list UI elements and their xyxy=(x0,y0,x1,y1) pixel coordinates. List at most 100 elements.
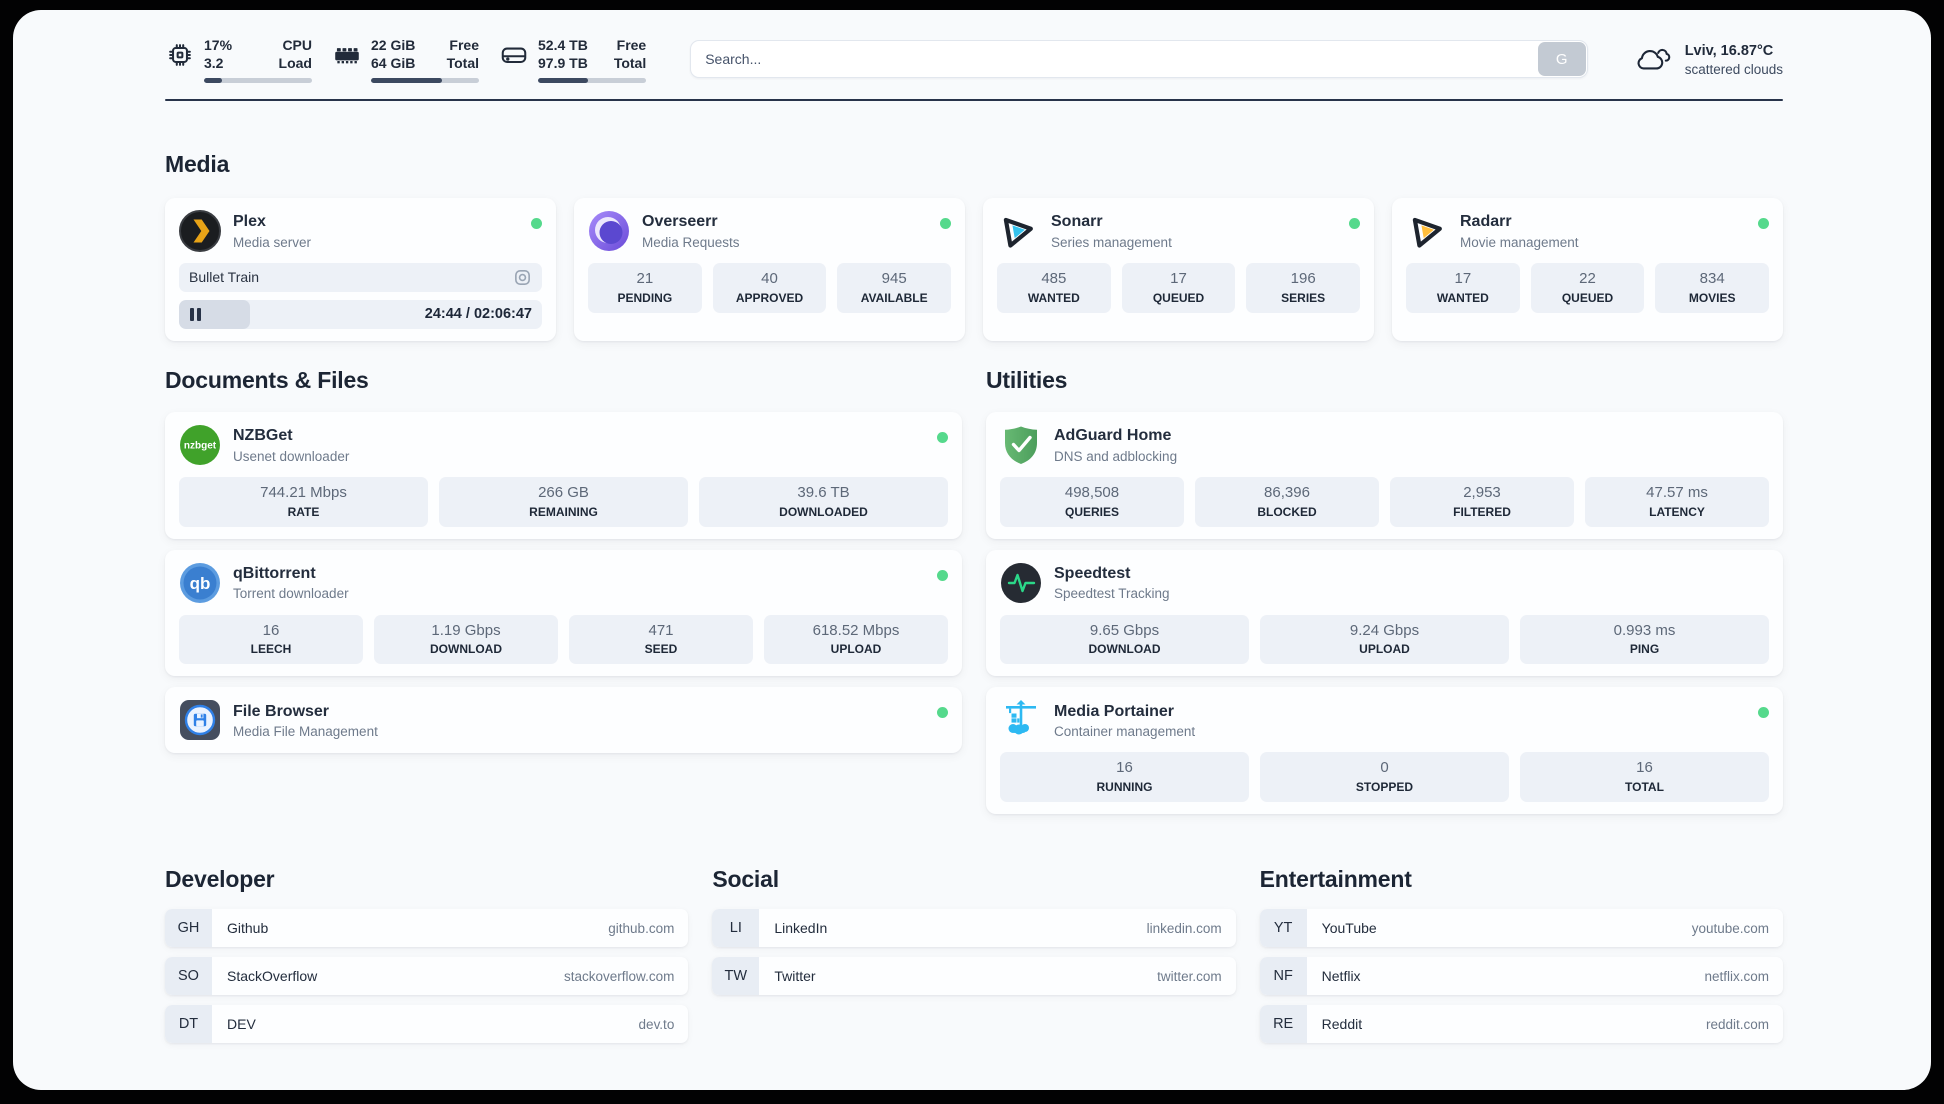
service-card-radarr[interactable]: Radarr Movie management 17 WANTED 22 QUE… xyxy=(1392,197,1783,341)
svg-text:qb: qb xyxy=(190,574,211,593)
disk-progress-fill xyxy=(538,77,588,83)
stat-label: FILTERED xyxy=(1453,504,1511,519)
service-card-portainer[interactable]: Media Portainer Container management 16 … xyxy=(986,687,1783,815)
stat-label: DOWNLOAD xyxy=(430,642,502,657)
memory-progressbar xyxy=(371,77,479,83)
stat-value: 16 xyxy=(1636,759,1653,777)
stat-label: DOWNLOAD xyxy=(1088,642,1161,657)
stat-box: 16 TOTAL xyxy=(1520,752,1769,803)
pause-icon[interactable] xyxy=(190,307,201,321)
service-card-overseerr[interactable]: Overseerr Media Requests 21 PENDING 40 A… xyxy=(574,197,965,341)
stat-box: 1.19 Gbps DOWNLOAD xyxy=(374,614,558,665)
bookmark-abbr: RE xyxy=(1259,1005,1307,1044)
video-icon xyxy=(513,268,532,287)
memory-total-value: 64 GiB xyxy=(371,55,416,72)
stat-box: 47.57 ms LATENCY xyxy=(1585,476,1769,527)
bookmark-name: LinkedIn xyxy=(774,920,828,937)
stat-box: 22 QUEUED xyxy=(1530,262,1645,313)
search-engine-button[interactable]: G xyxy=(1537,42,1586,77)
stat-label: AVAILABLE xyxy=(860,290,928,305)
social-column: Social LI LinkedIn linkedin.com TW Twitt… xyxy=(712,866,1236,1043)
bookmark-youtube[interactable]: YT YouTube youtube.com xyxy=(1259,909,1783,948)
bookmark-reddit[interactable]: RE Reddit reddit.com xyxy=(1259,1005,1783,1044)
stat-label: RATE xyxy=(287,504,320,519)
service-card-filebrowser[interactable]: File Browser Media File Management xyxy=(165,687,962,754)
service-description: Container management xyxy=(1054,724,1196,740)
disk-icon xyxy=(501,47,527,63)
bookmark-stackoverflow[interactable]: SO StackOverflow stackoverflow.com xyxy=(165,957,689,996)
documents-column: Documents & Files nzbget NZBGet Usenet d… xyxy=(165,367,962,814)
service-name: Sonarr xyxy=(1051,213,1103,231)
search-input[interactable] xyxy=(690,40,1588,79)
playback-progressbar[interactable]: 24:44 / 02:06:47 xyxy=(179,299,542,329)
bookmark-netflix[interactable]: NF Netflix netflix.com xyxy=(1259,957,1783,996)
service-name: Speedtest xyxy=(1054,565,1131,583)
section-title-social: Social xyxy=(712,866,779,893)
header-divider xyxy=(165,98,1783,101)
service-name: File Browser xyxy=(233,702,330,720)
stat-label: PING xyxy=(1629,642,1660,657)
top-bar: 17% 3.2 CPU Load xyxy=(165,36,1783,83)
stat-value: 17 xyxy=(1170,269,1187,287)
stat-value: 266 GB xyxy=(538,483,589,501)
weather-location-temp: Lviv, 16.87°C xyxy=(1684,43,1774,60)
stat-value: 0 xyxy=(1380,759,1389,777)
bookmark-dev[interactable]: DT DEV dev.to xyxy=(165,1005,689,1044)
stat-value: 40 xyxy=(761,269,778,287)
section-title-utilities: Utilities xyxy=(986,366,1068,393)
stat-label: WANTED xyxy=(1436,290,1489,305)
stat-label: UPLOAD xyxy=(1359,642,1410,657)
bookmark-github[interactable]: GH Github github.com xyxy=(165,909,689,948)
status-dot xyxy=(937,431,948,443)
cpu-progress-fill xyxy=(204,77,223,83)
stat-label: QUERIES xyxy=(1064,504,1119,519)
stat-label: PENDING xyxy=(617,290,673,305)
service-description: Movie management xyxy=(1460,234,1579,250)
load-label: Load xyxy=(278,55,312,72)
bookmark-linkedin[interactable]: LI LinkedIn linkedin.com xyxy=(712,909,1236,948)
service-card-sonarr[interactable]: Sonarr Series management 485 WANTED 17 Q… xyxy=(983,197,1374,341)
stat-box: 2,953 FILTERED xyxy=(1390,476,1574,527)
adguard-icon xyxy=(1005,426,1037,464)
stat-box: 39.6 TB DOWNLOADED xyxy=(699,476,948,527)
bookmark-abbr: DT xyxy=(165,1005,212,1044)
stat-value: 498,508 xyxy=(1064,483,1120,501)
section-title-developer: Developer xyxy=(165,866,275,893)
bookmark-abbr: LI xyxy=(712,909,760,948)
status-dot xyxy=(531,217,542,229)
memory-free-value: 22 GiB xyxy=(371,37,416,53)
stat-box: 16 LEECH xyxy=(179,614,363,665)
service-card-qbittorrent[interactable]: qb qBittorrent Torrent downloader 16 LEE… xyxy=(165,549,962,677)
stat-value: 834 xyxy=(1699,269,1725,287)
stat-label: STOPPED xyxy=(1355,780,1414,795)
cpu-icon xyxy=(169,44,191,66)
entertainment-column: Entertainment YT YouTube youtube.com NF … xyxy=(1259,866,1783,1044)
service-description: Media server xyxy=(233,234,312,250)
bookmark-abbr: TW xyxy=(712,957,760,996)
stat-value: 9.24 Gbps xyxy=(1349,621,1420,639)
search-bar: G xyxy=(690,40,1588,79)
stat-value: 22 xyxy=(1579,269,1596,287)
cpu-load-value: 3.2 xyxy=(204,55,224,72)
service-card-nzbget[interactable]: nzbget NZBGet Usenet downloader 744.21 M… xyxy=(165,411,962,539)
bookmark-name: Reddit xyxy=(1321,1016,1363,1033)
status-dot xyxy=(1758,707,1769,719)
stat-label: QUEUED xyxy=(1152,290,1205,305)
stat-box: 618.52 Mbps UPLOAD xyxy=(764,614,948,665)
service-name: Plex xyxy=(233,213,266,231)
overseerr-icon xyxy=(589,210,629,251)
utilities-column: Utilities AdGuard Home DNS and adb xyxy=(986,366,1783,815)
section-title-entertainment: Entertainment xyxy=(1259,866,1412,893)
stat-value: 2,953 xyxy=(1463,483,1501,501)
service-card-speedtest[interactable]: Speedtest Speedtest Tracking 9.65 Gbps D… xyxy=(986,549,1783,677)
stat-label: RUNNING xyxy=(1096,780,1153,795)
service-description: Usenet downloader xyxy=(233,448,350,464)
service-description: Series management xyxy=(1051,234,1172,250)
stat-box: 945 AVAILABLE xyxy=(837,262,952,313)
bookmark-domain: reddit.com xyxy=(1705,1016,1769,1032)
stat-box: 40 APPROVED xyxy=(712,262,827,313)
stat-label: TOTAL xyxy=(1625,780,1664,795)
bookmark-twitter[interactable]: TW Twitter twitter.com xyxy=(712,957,1236,996)
service-card-plex[interactable]: Plex Media server Bullet Train 24:44 / 0… xyxy=(165,197,556,341)
service-card-adguard[interactable]: AdGuard Home DNS and adblocking 498,508 … xyxy=(986,411,1783,539)
